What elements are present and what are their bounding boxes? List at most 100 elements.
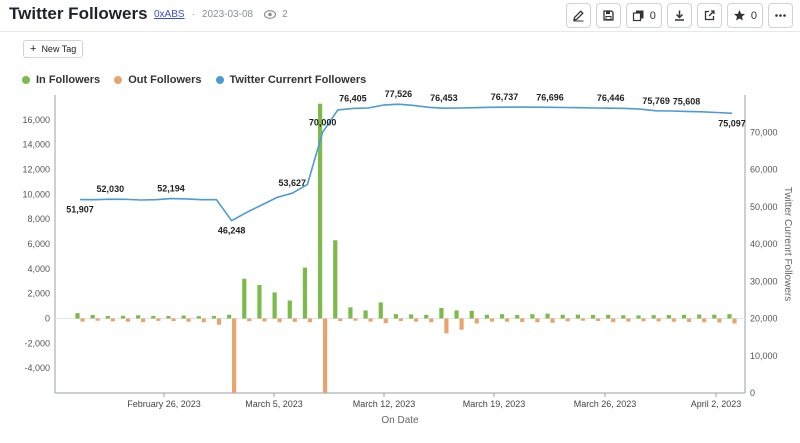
y2-tick-label: 50,000 [750,202,778,212]
in-followers-bar [666,315,671,319]
line-data-label: 76,737 [491,92,519,102]
line-data-label: 75,769 [642,96,670,106]
legend-swatch-out [114,76,123,84]
chart-legend: In Followers Out Followers Twitter Curre… [22,74,380,86]
y2-tick-label: 70,000 [750,127,778,137]
plus-icon: + [30,43,37,55]
legend-item-in-followers[interactable]: In Followers [22,74,100,86]
out-followers-bar [504,318,510,322]
author-link[interactable]: 0xABS [154,9,185,20]
star-count: 0 [750,9,757,22]
in-followers-bar [499,314,505,319]
out-followers-bar [141,318,146,323]
out-followers-bar [383,318,388,324]
y-tick-label: 2,000 [27,289,50,299]
in-followers-bar [196,316,201,319]
in-followers-bar [302,267,308,319]
in-followers-bar [272,292,277,319]
download-button[interactable] [666,3,692,28]
out-followers-bar [595,318,601,321]
out-followers-bar [323,318,328,393]
out-followers-bar [353,318,358,321]
in-followers-bar [575,314,580,319]
out-followers-bar [702,318,707,323]
in-followers-bar [651,315,656,319]
out-followers-bar [565,318,570,322]
out-followers-bar [80,318,85,322]
out-followers-bar [232,318,237,393]
legend-swatch-in [22,76,30,84]
x-tick-label: March 19, 2023 [463,399,526,409]
line-data-label: 77,526 [385,89,413,99]
y2-tick-label: 60,000 [750,165,778,175]
in-followers-bar [454,310,459,319]
line-data-label: 52,030 [97,184,125,194]
out-followers-bar [611,318,616,323]
y2-tick-label: 40,000 [750,239,778,249]
out-followers-bar [671,318,676,322]
in-followers-bar [348,307,353,319]
out-followers-bar [338,318,343,321]
line-data-label: 51,907 [66,205,94,215]
in-followers-bar [211,316,217,319]
page-title: Twitter Followers [9,4,148,23]
page-header: Twitter Followers 0xABS · 2023-03-08 2 [0,0,800,32]
line-data-label: 53,627 [279,178,307,188]
star-button[interactable]: 0 [726,3,763,28]
out-followers-bar [201,318,206,323]
out-followers-bar [580,318,585,321]
line-data-label: 76,453 [430,93,458,103]
edit-button[interactable] [565,3,591,28]
line-data-label: 75,097 [718,118,746,128]
in-followers-bar [484,314,489,319]
created-date: 2023-03-08 [201,9,254,20]
more-icon [775,14,786,17]
copies-button[interactable]: 0 [625,3,662,28]
out-followers-bar [262,318,267,322]
legend-swatch-line [215,76,224,84]
out-followers-bar [717,318,722,323]
legend-label-in: In Followers [36,74,101,86]
new-tag-button[interactable]: + New Tag [23,40,84,58]
in-followers-bar [333,240,338,319]
in-followers-bar [408,314,414,319]
legend-item-current-followers[interactable]: Twitter Currenrt Followers [215,74,367,86]
out-followers-bar [398,318,404,321]
in-followers-bar [621,315,626,319]
in-followers-bar [378,302,383,319]
out-followers-bar [656,318,661,322]
line-data-label: 75,608 [673,96,701,106]
in-followers-bar [287,300,292,319]
in-followers-bar [136,315,141,319]
more-button[interactable] [768,3,793,28]
out-followers-bar [307,318,313,323]
header-divider [0,31,800,32]
copy-icon [632,10,644,22]
in-followers-bar [75,313,80,319]
line-data-label: 76,446 [597,93,625,103]
x-tick-label: March 12, 2023 [353,399,416,409]
pencil-icon [572,10,584,22]
out-followers-bar [535,318,540,323]
in-followers-bar [439,307,444,319]
legend-item-out-followers[interactable]: Out Followers [114,74,202,86]
y-tick-label: 10,000 [22,189,50,199]
share-button[interactable] [696,3,722,28]
out-followers-bar [474,318,479,324]
out-followers-bar [686,318,692,322]
in-followers-bar [181,315,186,319]
legend-label-line: Twitter Currenrt Followers [229,74,367,86]
in-followers-bar [151,315,156,319]
out-followers-bar [550,318,555,323]
in-followers-bar [393,314,399,319]
in-followers-bar [105,316,110,319]
external-link-icon [704,10,715,21]
y-tick-label: 16,000 [22,115,50,125]
save-button[interactable] [595,3,621,28]
y2-tick-label: 30,000 [750,276,778,286]
out-followers-bar [368,318,373,322]
out-followers-bar [186,318,191,322]
y2-tick-label: 10,000 [750,351,778,361]
in-followers-bar [318,103,323,319]
x-tick-label: April 2, 2023 [691,399,742,409]
